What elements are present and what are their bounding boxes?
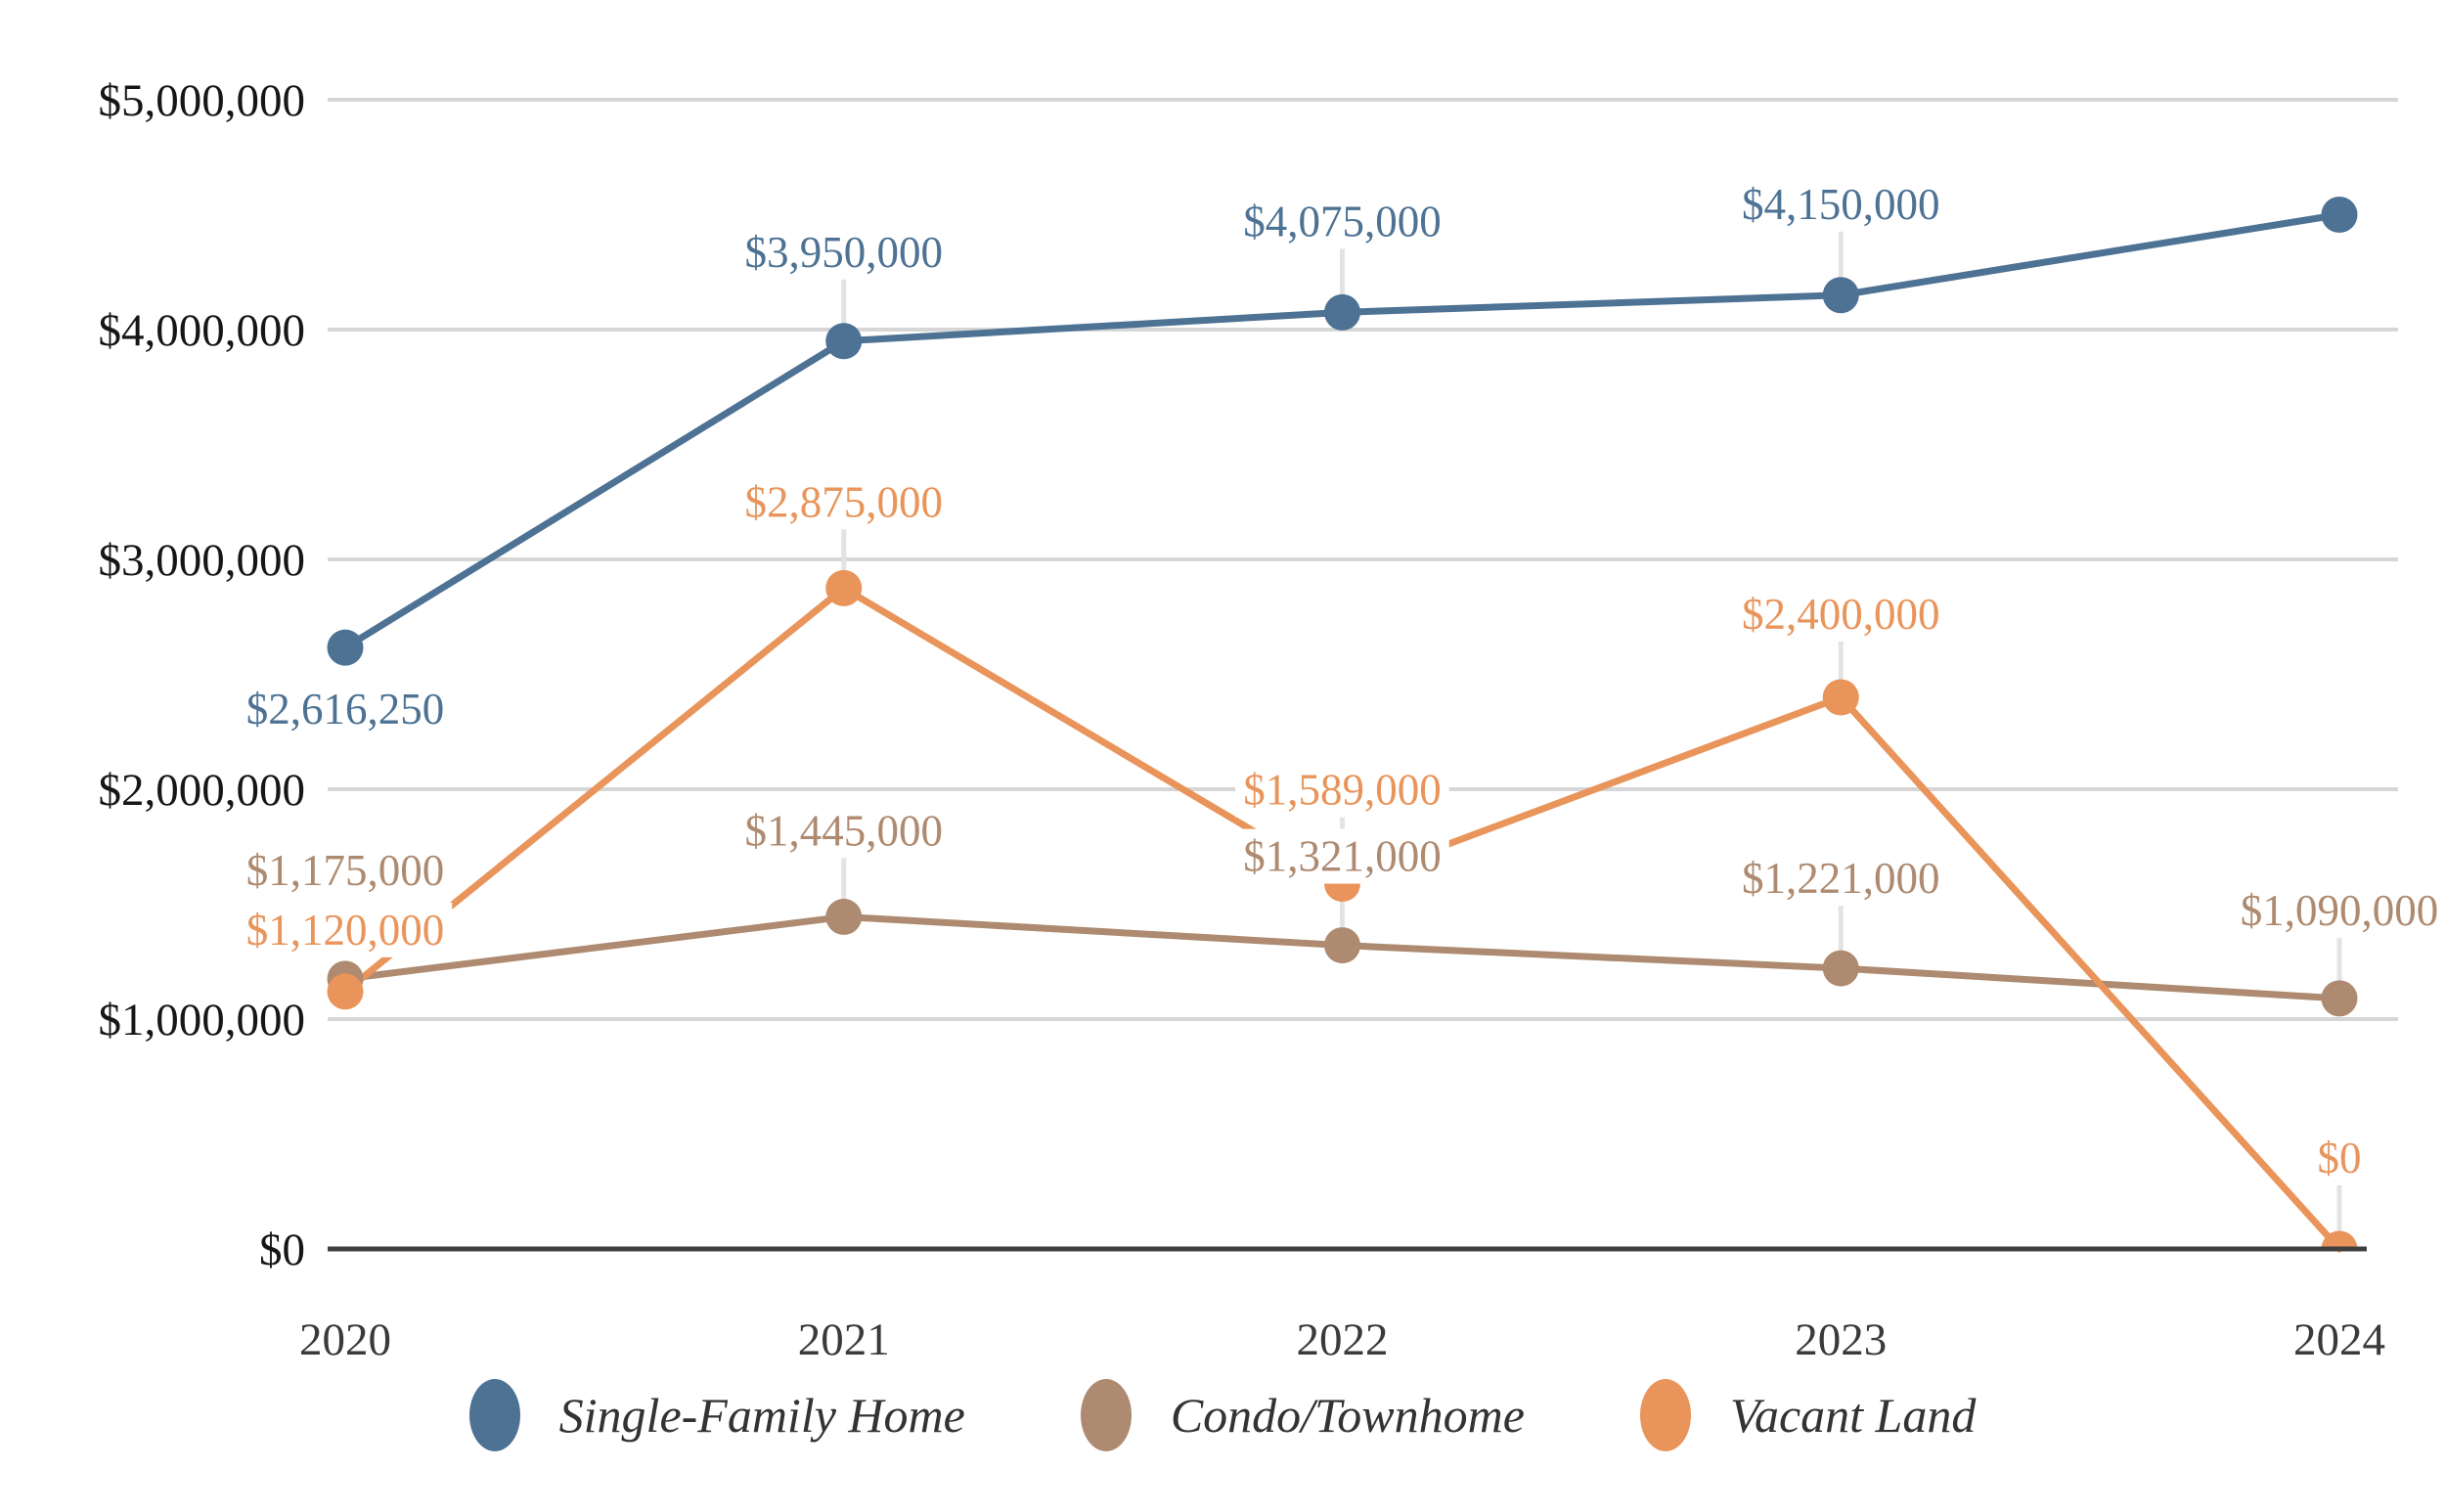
y-axis-tick-label: $4,000,000: [99, 305, 306, 356]
data-label-background: [2309, 1131, 2370, 1185]
data-point-single-family-home-2022: [1324, 293, 1360, 331]
label-leader-lines-group: [841, 230, 2342, 1249]
data-point-vacant-land-2020: [327, 973, 364, 1010]
data-point-vacant-land-2023: [1822, 679, 1859, 716]
x-axis-tick-label: 2020: [299, 1314, 391, 1365]
data-point-condo-townhome-2022: [1324, 927, 1360, 964]
y-axis-tick-label: $5,000,000: [99, 75, 306, 126]
data-label-background: [1235, 828, 1449, 884]
data-label-background: [736, 224, 951, 280]
data-label-background: [1235, 194, 1449, 249]
x-axis-tick-label: 2023: [1795, 1314, 1887, 1365]
data-label-background: [736, 803, 951, 859]
data-point-single-family-home-2024: [2321, 197, 2358, 233]
data-label-single-family-home-2020: $2,616,250: [246, 685, 445, 734]
data-label-vacant-land-2023: $2,400,000: [1742, 590, 1940, 639]
data-point-vacant-land-2024: [2321, 1230, 2358, 1249]
data-point-condo-townhome-2021: [825, 898, 863, 935]
data-labels-group: $2,616,250 $3,950,000 $4,075,000 $4,150,000…: [238, 176, 2445, 1185]
data-label-background: [1734, 176, 1948, 232]
series-lines-group: [341, 211, 2343, 1253]
x-axis-tick-label: 2024: [2293, 1314, 2385, 1365]
data-point-vacant-land-2021: [825, 569, 863, 606]
data-label-background: [736, 474, 951, 530]
data-point-single-family-home-2020: [327, 629, 364, 666]
data-label-background: [1235, 762, 1449, 818]
data-label-condo-townhome-2020: $1,175,000: [246, 846, 445, 895]
data-label-background: [1734, 851, 1948, 907]
data-label-condo-townhome-2024: $1,090,000: [2241, 886, 2439, 935]
x-axis-tick-label: 2022: [1297, 1314, 1389, 1365]
data-label-background: [238, 902, 453, 957]
data-label-background: [238, 842, 453, 898]
y-axis-tick-label: $1,000,000: [99, 995, 306, 1045]
data-label-condo-townhome-2022: $1,321,000: [1243, 832, 1442, 881]
data-label-condo-townhome-2023: $1,221,000: [1742, 854, 1940, 903]
data-label-vacant-land-2024: $0: [2318, 1134, 2362, 1182]
y-axis-tick-label: $3,000,000: [99, 535, 306, 586]
data-point-single-family-home-2023: [1822, 277, 1859, 314]
data-label-condo-townhome-2021: $1,445,000: [745, 806, 944, 855]
x-axis-labels-group: 2020 2021 2022 2023 2024: [299, 1314, 2385, 1365]
gridlines-group: [328, 98, 2398, 1021]
data-label-vacant-land-2022: $1,589,000: [1243, 766, 1442, 815]
y-axis-tick-label: $2,000,000: [99, 765, 306, 816]
y-axis-labels-group: $0 $1,000,000 $2,000,000 $3,000,000 $4,000,0…: [99, 75, 306, 1275]
data-label-single-family-home-2023: $4,150,000: [1742, 180, 1940, 229]
data-label-vacant-land-2021: $2,875,000: [745, 477, 944, 526]
data-point-markers-group: [327, 197, 2358, 1249]
data-label-vacant-land-2020: $1,120,000: [246, 906, 445, 955]
data-label-background: [2232, 882, 2445, 938]
data-label-single-family-home-2022: $4,075,000: [1243, 197, 1442, 245]
data-point-single-family-home-2021: [825, 323, 863, 360]
data-label-single-family-home-2021: $3,950,000: [745, 228, 944, 277]
data-point-condo-townhome-2024: [2321, 980, 2358, 1017]
x-axis-tick-label: 2021: [798, 1314, 890, 1365]
y-axis-tick-label: $0: [259, 1224, 305, 1275]
data-label-background: [1734, 587, 1948, 642]
data-label-background: [238, 682, 453, 737]
data-point-condo-townhome-2023: [1822, 950, 1859, 987]
